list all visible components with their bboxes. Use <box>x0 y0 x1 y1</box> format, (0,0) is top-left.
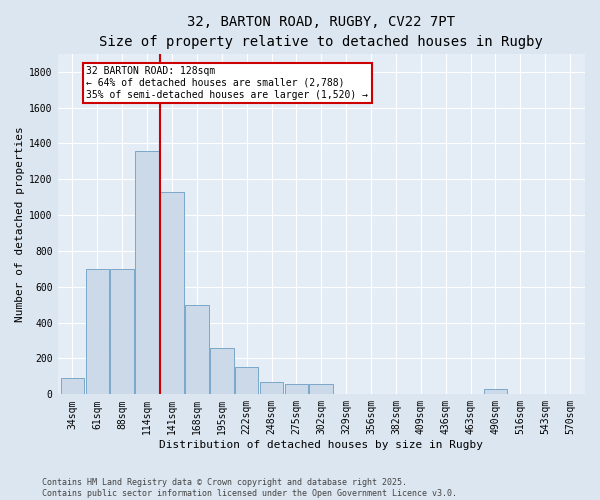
Text: 32 BARTON ROAD: 128sqm
← 64% of detached houses are smaller (2,788)
35% of semi-: 32 BARTON ROAD: 128sqm ← 64% of detached… <box>86 66 368 100</box>
Bar <box>484 389 507 394</box>
Text: Contains HM Land Registry data © Crown copyright and database right 2025.
Contai: Contains HM Land Registry data © Crown c… <box>42 478 457 498</box>
Bar <box>160 192 184 394</box>
Bar <box>310 384 333 394</box>
Bar <box>61 378 84 394</box>
Bar <box>210 348 233 395</box>
Bar <box>110 269 134 394</box>
Bar <box>260 382 283 394</box>
Bar <box>135 150 159 394</box>
X-axis label: Distribution of detached houses by size in Rugby: Distribution of detached houses by size … <box>159 440 483 450</box>
Y-axis label: Number of detached properties: Number of detached properties <box>15 126 25 322</box>
Bar <box>284 384 308 394</box>
Bar <box>86 269 109 394</box>
Bar <box>185 304 209 394</box>
Title: 32, BARTON ROAD, RUGBY, CV22 7PT
Size of property relative to detached houses in: 32, BARTON ROAD, RUGBY, CV22 7PT Size of… <box>100 15 543 48</box>
Bar <box>235 368 259 394</box>
